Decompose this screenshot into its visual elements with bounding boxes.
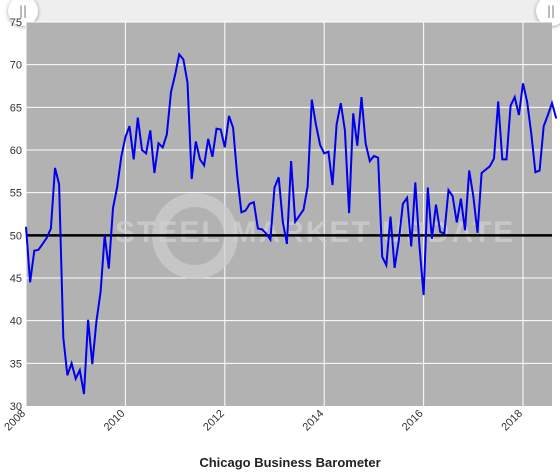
y-tick-label: 30 — [10, 401, 22, 413]
y-axis: 30 35 40 45 50 55 60 65 70 75 — [10, 17, 22, 413]
y-tick-label: 55 — [10, 188, 22, 200]
y-tick-label: 65 — [10, 102, 22, 114]
x-tick-label: 2018 — [499, 408, 525, 434]
x-tick-label: 2016 — [400, 408, 426, 434]
y-tick-label: 40 — [10, 316, 22, 328]
watermark-text: STEEL MARKET UPDATE — [115, 216, 515, 249]
grid — [25, 21, 552, 406]
y-tick-label: 50 — [10, 230, 22, 242]
series-line — [25, 52, 558, 395]
x-tick-label: 2010 — [102, 408, 128, 434]
y-tick-label: 60 — [10, 145, 22, 157]
x-tick-label: 2012 — [201, 408, 227, 434]
y-tick-label: 75 — [10, 17, 22, 29]
x-axis: 2008 2010 2012 2014 2016 2018 — [2, 408, 525, 434]
chart-title: Chicago Business Barometer — [199, 455, 381, 470]
x-tick-label: 2014 — [301, 408, 327, 434]
x-tick-label: 2008 — [2, 408, 28, 434]
y-tick-label: 35 — [10, 358, 22, 370]
y-tick-label: 45 — [10, 273, 22, 285]
y-tick-label: 70 — [10, 60, 22, 72]
